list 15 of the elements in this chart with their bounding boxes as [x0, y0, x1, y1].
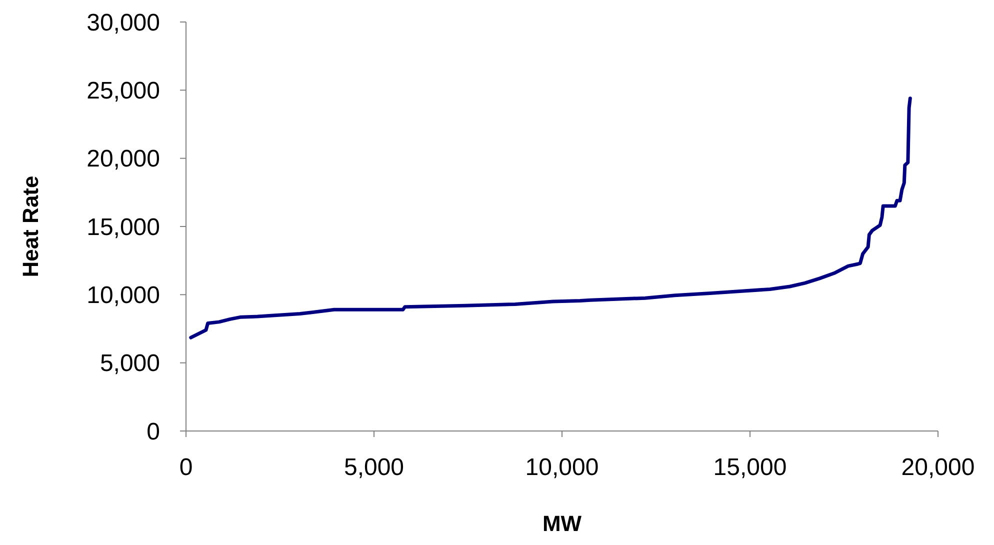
y-tick-label: 15,000: [86, 214, 160, 241]
x-tick-label: 15,000: [713, 454, 787, 481]
y-tick-label: 0: [146, 418, 160, 446]
x-tick-label: 20,000: [901, 454, 975, 481]
x-axis-title: MW: [542, 511, 582, 536]
y-tick-label: 30,000: [86, 9, 160, 36]
y-tick-label: 5,000: [100, 350, 160, 378]
y-axis-title: Heat Rate: [18, 176, 43, 278]
line-series: [189, 96, 912, 340]
y-tick-label: 10,000: [86, 282, 160, 310]
y-tick-label: 25,000: [86, 78, 160, 105]
y-tick-label: 20,000: [86, 146, 160, 173]
x-tick-label: 5,000: [344, 454, 404, 481]
x-tick-label: 0: [179, 454, 193, 481]
x-tick-label: 10,000: [525, 454, 599, 481]
